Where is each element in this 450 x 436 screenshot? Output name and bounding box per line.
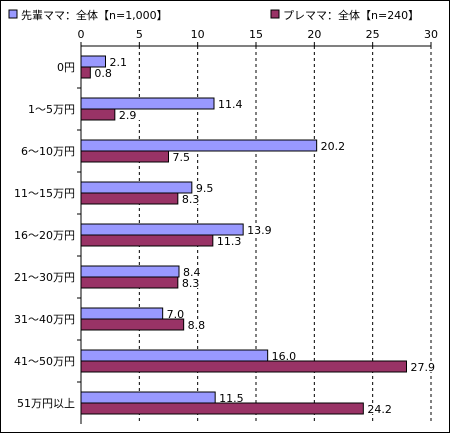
x-tick-label: 25 (366, 28, 380, 41)
data-label: 2.1 (110, 56, 128, 69)
category-label: 16～20万円 (14, 229, 75, 242)
data-label: 27.9 (411, 361, 436, 374)
bar-premama (80, 108, 116, 121)
bar-premama (80, 66, 91, 79)
data-label-bg (215, 236, 246, 246)
bar-premama (80, 192, 179, 205)
x-tick-label: 5 (136, 28, 143, 41)
category-label: 6～10万円 (21, 145, 75, 158)
bar-senpai (80, 307, 164, 320)
legend-label: プレママ：全体【n=240】 (283, 8, 419, 22)
category-label: 0円 (57, 61, 75, 74)
bar-senpai (80, 265, 180, 278)
bar-premama (80, 234, 214, 247)
bar-senpai (80, 349, 269, 362)
category-label: 11～15万円 (14, 187, 75, 200)
data-label: 16.0 (272, 350, 297, 363)
data-label-bg (93, 68, 117, 78)
bar-senpai (80, 181, 193, 194)
bar-senpai (80, 55, 106, 68)
data-label-bg (366, 404, 397, 414)
x-tick-label: 15 (249, 28, 263, 41)
data-label: 11.4 (218, 98, 243, 111)
data-label: 8.4 (183, 266, 201, 279)
data-label: 2.9 (119, 109, 137, 122)
data-label-bg (246, 225, 277, 235)
data-label-bg (409, 362, 440, 372)
data-label: 24.2 (367, 403, 392, 416)
bar-premama (80, 150, 169, 163)
data-label-bg (218, 393, 249, 403)
x-tick-label: 10 (191, 28, 205, 41)
data-label: 9.5 (196, 182, 214, 195)
bar-premama (80, 360, 407, 373)
legend-label: 先輩ママ：全体【n=1,000】 (21, 8, 168, 22)
data-label-bg (319, 141, 350, 151)
category-label: 41～50万円 (14, 355, 75, 368)
data-label: 8.3 (182, 193, 200, 206)
data-label-bg (186, 320, 210, 330)
data-label: 8.8 (188, 319, 206, 332)
data-label-bg (108, 57, 132, 67)
data-label: 11.5 (219, 392, 244, 405)
x-tick-label: 0 (78, 28, 85, 41)
data-label-bg (182, 267, 205, 277)
bar-premama (80, 318, 185, 331)
category-label: 51万円以上 (17, 397, 75, 410)
category-label: 1～5万円 (28, 103, 75, 116)
data-label-bg (171, 152, 195, 162)
bar-premama (80, 276, 179, 289)
data-label-bg (180, 278, 204, 288)
data-label: 13.9 (247, 224, 272, 237)
data-label-bg (270, 351, 301, 361)
category-label: 31～40万円 (14, 313, 75, 326)
data-label: 20.2 (321, 140, 346, 153)
data-label-bg (217, 99, 247, 109)
data-label-bg (194, 183, 218, 193)
legend-swatch (270, 9, 280, 19)
data-label: 0.8 (94, 67, 112, 80)
data-label: 7.0 (167, 308, 185, 321)
data-label-bg (117, 110, 141, 120)
bar-senpai (80, 223, 244, 236)
bar-senpai (80, 139, 318, 152)
legend-swatch (8, 9, 18, 19)
data-label: 11.3 (217, 235, 242, 248)
x-tick-label: 20 (307, 28, 321, 41)
data-label: 7.5 (173, 151, 191, 164)
x-tick-label: 30 (424, 28, 438, 41)
data-label-bg (180, 194, 204, 204)
category-label: 21～30万円 (14, 271, 75, 284)
data-label: 8.3 (182, 277, 200, 290)
data-label-bg (165, 309, 189, 319)
bar-premama (80, 402, 364, 415)
bar-senpai (80, 97, 215, 110)
bar-senpai (80, 391, 216, 404)
